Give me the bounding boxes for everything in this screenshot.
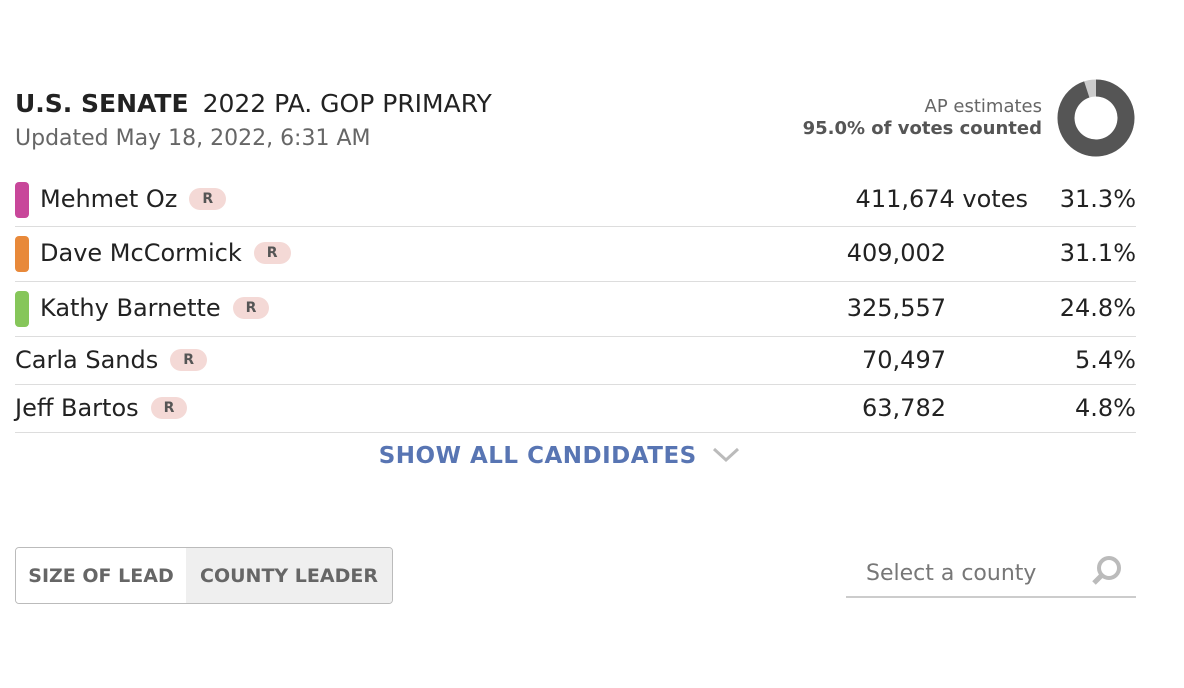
party-badge: R bbox=[150, 396, 188, 419]
percent: 31.3% bbox=[1059, 184, 1136, 213]
donut-arc bbox=[1057, 79, 1135, 157]
toggle-county[interactable]: COUNTY LEADER bbox=[186, 548, 392, 603]
candidate-name: Mehmet Oz R bbox=[40, 184, 227, 213]
votes: 63,782 bbox=[862, 393, 946, 422]
percent: 5.4% bbox=[1075, 345, 1136, 374]
name: Jeff Bartos bbox=[15, 393, 139, 422]
show-all-label[interactable]: SHOW ALL CANDIDATES bbox=[378, 443, 697, 469]
candidate-name: Dave McCormick R bbox=[40, 239, 291, 267]
toggle-size[interactable]: SIZE OF LEAD bbox=[16, 548, 186, 603]
party-badge: R bbox=[232, 297, 270, 319]
color-swatch bbox=[15, 236, 29, 272]
race: U.S. SENATE bbox=[15, 89, 189, 118]
search[interactable]: Select a county bbox=[846, 552, 1136, 598]
party-badge: R bbox=[253, 242, 291, 264]
candidate-name: Kathy Barnette R bbox=[40, 294, 270, 322]
name: Mehmet Oz bbox=[40, 184, 178, 213]
votes: 325,557 bbox=[846, 294, 946, 322]
candidate-name: Jeff Bartos R bbox=[15, 393, 188, 422]
candidate-row: Dave McCormick R 409,002 31.1% bbox=[15, 227, 1136, 282]
party-badge: R bbox=[189, 187, 227, 210]
name: Kathy Barnette bbox=[40, 294, 221, 322]
updated: Updated May 18, 2022, 6:31 AM bbox=[15, 126, 371, 151]
candidate-row: Jeff Bartos R 63,782 4.8% bbox=[15, 385, 1136, 433]
name: Dave McCormick bbox=[40, 239, 242, 267]
toggle: SIZE OF LEAD COUNTY LEADER bbox=[15, 547, 393, 604]
color-swatch bbox=[15, 181, 29, 218]
party-badge: R bbox=[170, 348, 208, 371]
percent: 31.1% bbox=[1059, 239, 1136, 267]
chevron bbox=[713, 447, 740, 463]
subtitle: 2022 PA. GOP PRIMARY bbox=[202, 89, 492, 118]
search-icon bbox=[1092, 556, 1121, 585]
title: U.S. SENATE 2022 PA. GOP PRIMARY bbox=[15, 89, 492, 118]
votes: 411,674 votes bbox=[855, 184, 1028, 213]
estimate: AP estimates 95.0% of votes counted bbox=[803, 96, 1042, 140]
candidate-row: Kathy Barnette R 325,557 24.8% bbox=[15, 282, 1136, 337]
candidate-name: Carla Sands R bbox=[15, 345, 208, 374]
search-placeholder[interactable]: Select a county bbox=[866, 561, 1037, 586]
percent: 4.8% bbox=[1075, 393, 1136, 422]
candidate-row: Carla Sands R 70,497 5.4% bbox=[15, 337, 1136, 385]
candidate-row: Mehmet Oz R 411,674 votes 31.3% bbox=[15, 173, 1136, 227]
name: Carla Sands bbox=[15, 345, 159, 374]
counted-text: 95.0% of votes counted bbox=[802, 118, 1042, 139]
percent: 24.8% bbox=[1059, 294, 1136, 322]
donut bbox=[1057, 79, 1135, 157]
votes: 70,497 bbox=[862, 345, 946, 374]
color-swatch bbox=[15, 291, 29, 327]
estimate-label: AP estimates bbox=[924, 96, 1042, 117]
show-all[interactable]: SHOW ALL CANDIDATES bbox=[0, 443, 1120, 469]
votes: 409,002 bbox=[846, 239, 946, 267]
